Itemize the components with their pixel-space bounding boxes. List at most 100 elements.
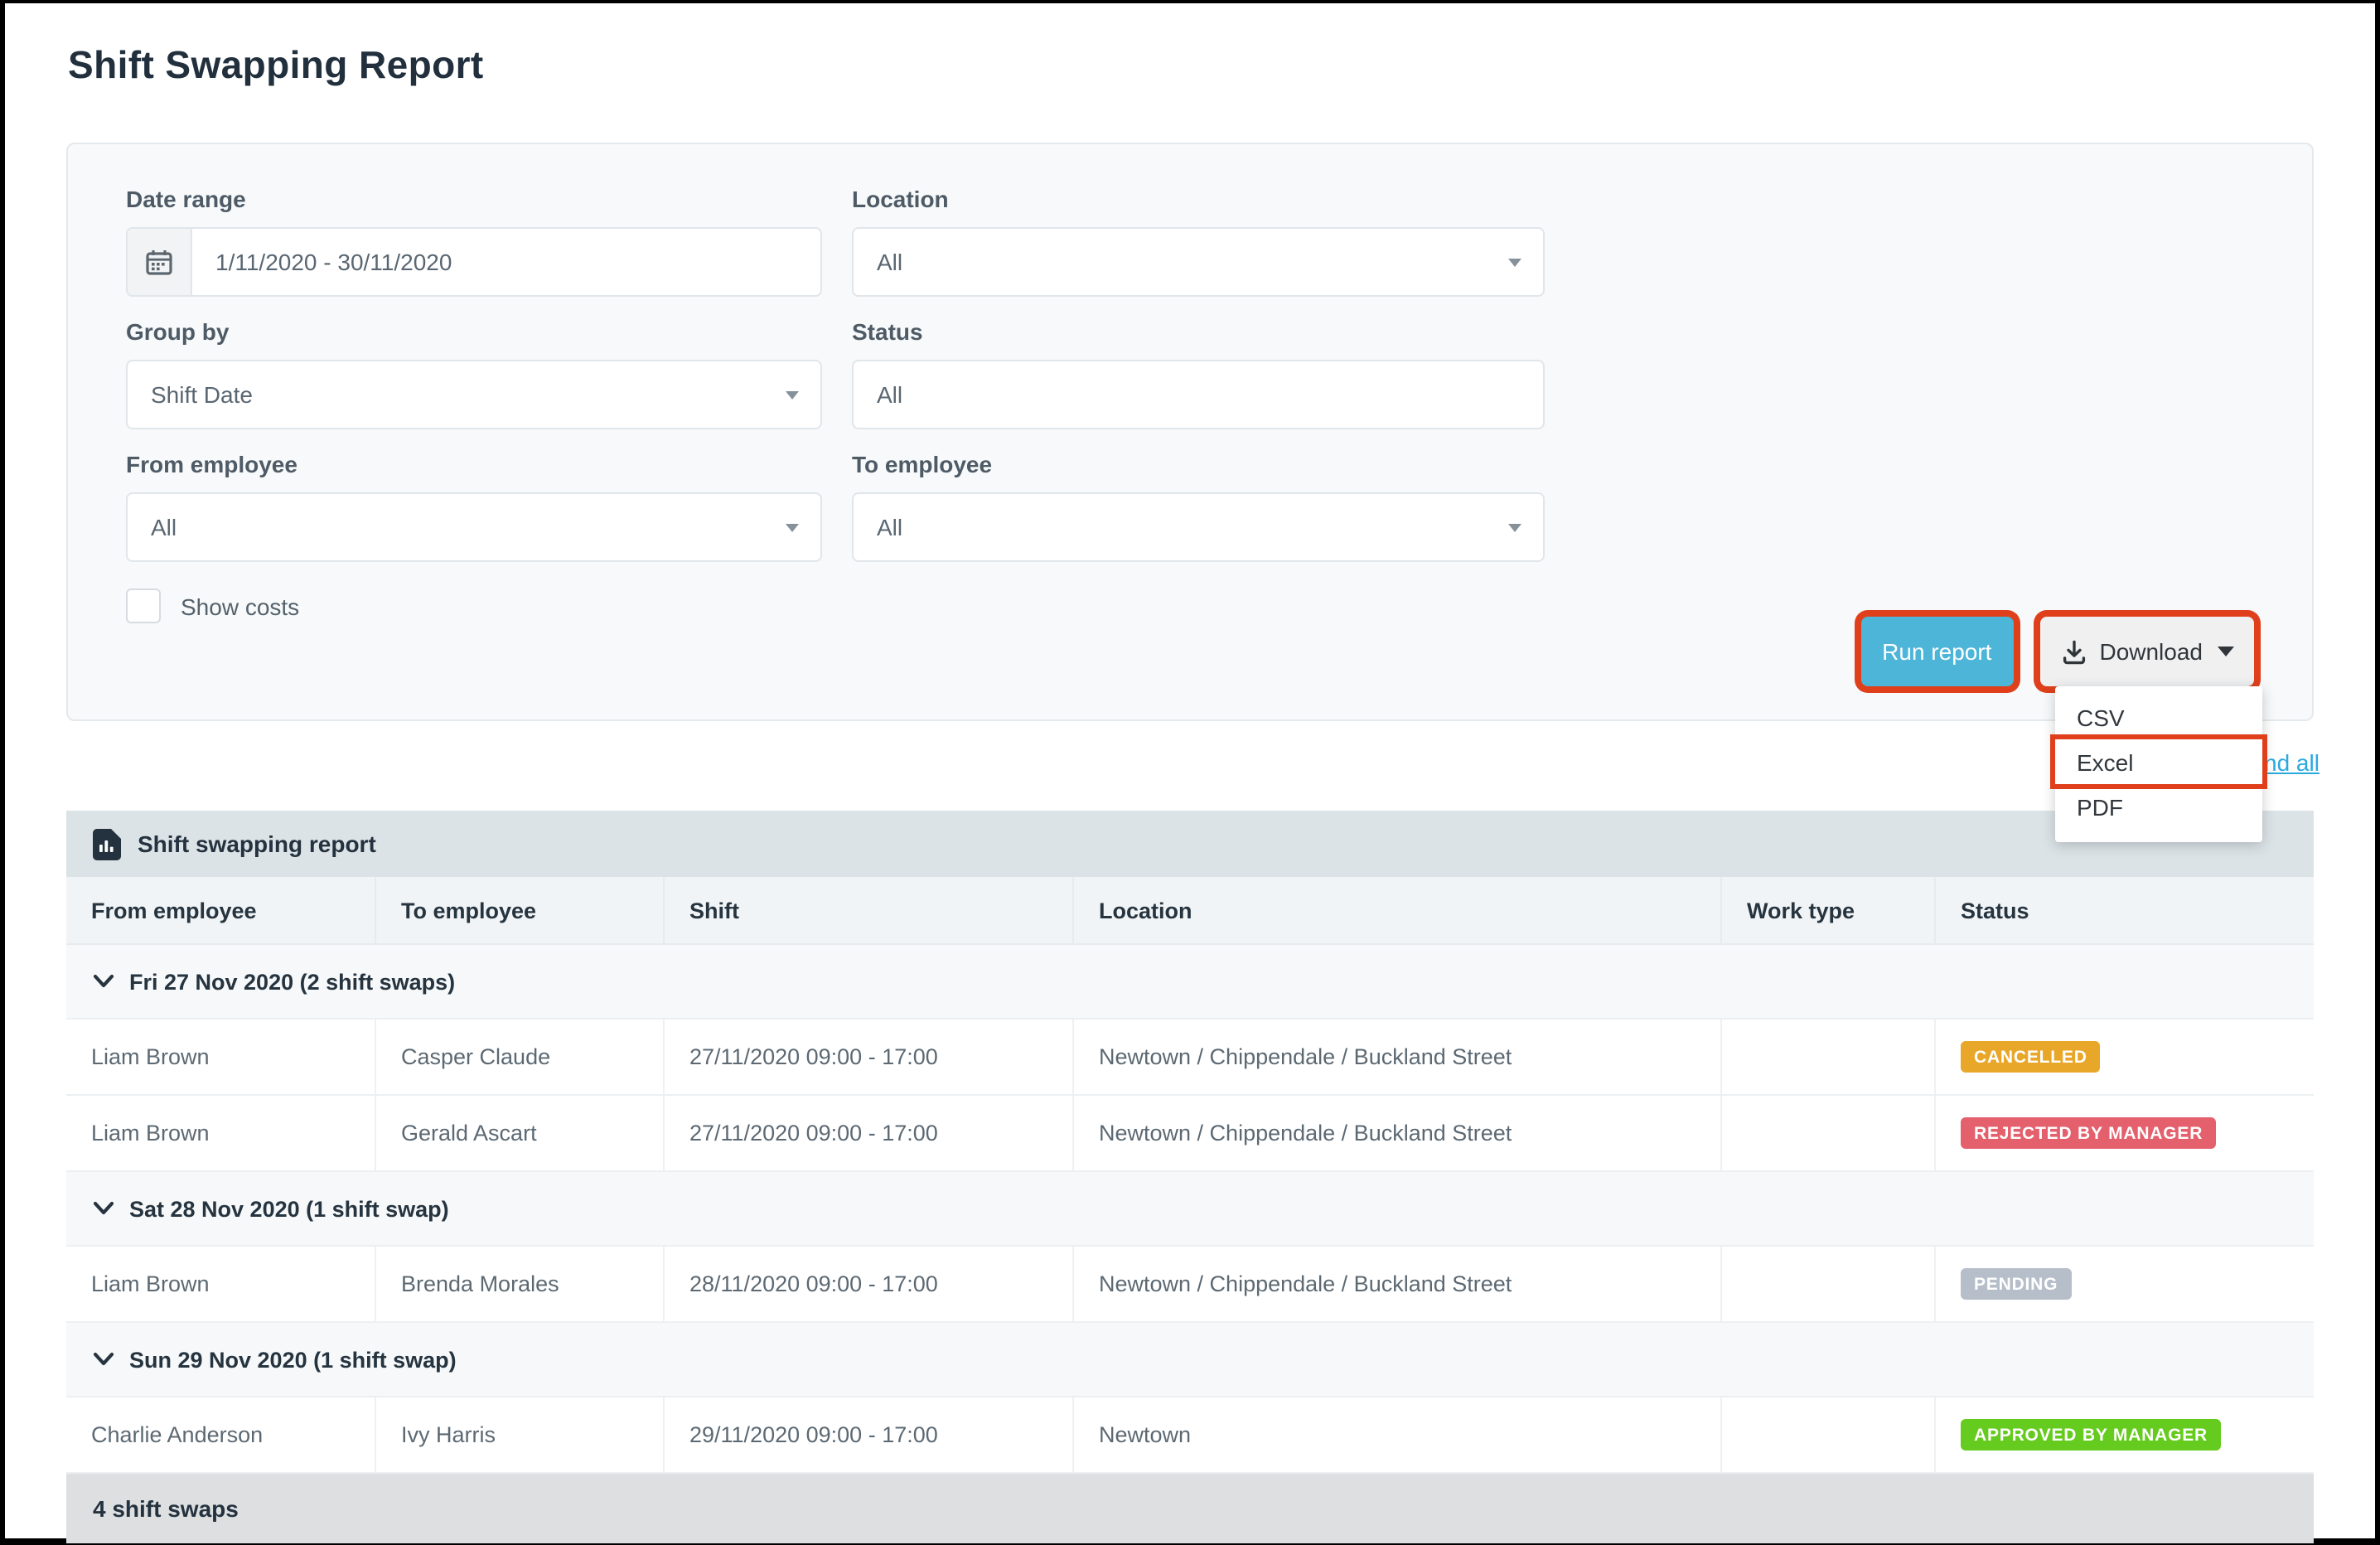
status-badge: APPROVED BY MANAGER [1961,1418,2222,1451]
show-costs-row: Show costs [126,588,2254,623]
group-label: Fri 27 Nov 2020 (2 shift swaps) [129,969,456,994]
chevron-down-icon [786,391,799,400]
status-label: Status [852,318,923,345]
chevron-down-icon [93,973,114,990]
cell-shift: 27/11/2020 09:00 - 17:00 [665,1020,1074,1094]
to-employee-label: To employee [852,451,993,477]
table-row: Liam Brown Gerald Ascart 27/11/2020 09:00 … [66,1096,2314,1172]
show-costs-checkbox[interactable] [126,588,161,623]
cell-location: Newtown / Chippendale / Buckland Street [1074,1020,1722,1094]
date-range-field: Date range [126,186,822,297]
show-costs-label: Show costs [181,593,300,619]
filter-panel: Date range [66,143,2314,721]
from-employee-value: All [151,514,177,540]
location-select[interactable]: All [852,227,1545,297]
group-row[interactable]: Fri 27 Nov 2020 (2 shift swaps) [66,945,2314,1020]
menu-item-pdf[interactable]: PDF [2077,793,2123,820]
to-employee-value: All [877,514,903,540]
cell-shift: 29/11/2020 09:00 - 17:00 [665,1397,1074,1472]
chevron-down-icon [786,524,799,532]
caret-down-icon [2218,647,2234,656]
location-field: Location All [852,186,1545,297]
chevron-down-icon [93,1200,114,1217]
date-range-value: 1/11/2020 - 30/11/2020 [215,249,452,275]
report-icon [93,828,121,860]
column-header: Location [1074,877,1722,943]
run-report-button[interactable]: Run report [1860,617,2014,686]
column-header: Work type [1722,877,1936,943]
cell-location: Newtown [1074,1397,1722,1472]
cell-status: CANCELLED [1936,1020,2314,1094]
report-title: Shift swapping report [138,831,376,857]
table-row: Charlie Anderson Ivy Harris 29/11/2020 09:… [66,1397,2314,1474]
chevron-down-icon [93,1351,114,1368]
group-by-select[interactable]: Shift Date [126,360,822,429]
status-input[interactable]: All [852,360,1545,429]
from-employee-field: From employee All [126,451,822,562]
menu-item-csv[interactable]: CSV [2077,704,2125,730]
status-value: All [877,381,903,408]
group-label: Sun 29 Nov 2020 (1 shift swap) [129,1347,457,1372]
cell-from-employee: Liam Brown [66,1096,376,1170]
location-value: All [877,249,903,275]
download-menu: CSV Excel PDF [2055,686,2262,842]
cell-work-type [1722,1397,1936,1472]
report-body: Fri 27 Nov 2020 (2 shift swaps) Liam Brow… [66,945,2314,1474]
group-by-label: Group by [126,318,230,345]
from-employee-select[interactable]: All [126,492,822,562]
group-row[interactable]: Sun 29 Nov 2020 (1 shift swap) [66,1323,2314,1397]
report-column-headers: From employee To employee Shift Location Wor… [66,877,2314,945]
table-row: Liam Brown Brenda Morales 28/11/2020 09:00… [66,1247,2314,1323]
download-icon [2059,637,2087,666]
status-badge: CANCELLED [1961,1040,2101,1073]
table-row: Liam Brown Casper Claude 27/11/2020 09:00 … [66,1020,2314,1096]
cell-to-employee: Brenda Morales [376,1247,665,1321]
group-row[interactable]: Sat 28 Nov 2020 (1 shift swap) [66,1172,2314,1247]
report-footer: 4 shift swaps [66,1474,2314,1543]
column-header: Shift [665,877,1074,943]
group-label: Sat 28 Nov 2020 (1 shift swap) [129,1196,449,1221]
cell-status: REJECTED BY MANAGER [1936,1096,2314,1170]
cell-location: Newtown / Chippendale / Buckland Street [1074,1096,1722,1170]
from-employee-label: From employee [126,451,298,477]
status-badge: PENDING [1961,1267,2072,1300]
page-title: Shift Swapping Report [68,43,484,86]
chevron-down-icon [1508,259,1521,267]
cell-from-employee: Liam Brown [66,1020,376,1094]
menu-item-excel[interactable]: Excel [2055,739,2262,784]
date-range-label: Date range [126,186,246,212]
to-employee-select[interactable]: All [852,492,1545,562]
cell-from-employee: Charlie Anderson [66,1397,376,1472]
column-header: From employee [66,877,376,943]
expand-all-link[interactable]: nd all [2264,749,2320,776]
chevron-down-icon [1508,524,1521,532]
group-by-value: Shift Date [151,381,253,408]
download-button-label: Download [2099,638,2203,665]
column-header: Status [1961,898,2029,923]
report-table: Shift swapping report From employee To em… [66,811,2314,1543]
cell-work-type [1722,1096,1936,1170]
cell-status: PENDING [1936,1247,2314,1321]
status-badge: REJECTED BY MANAGER [1961,1116,2217,1150]
cell-from-employee: Liam Brown [66,1247,376,1321]
calendar-icon [128,229,192,295]
download-button[interactable]: Download [2039,617,2254,686]
page: Shift Swapping Report Date range [5,3,2375,1543]
cell-status: APPROVED BY MANAGER [1936,1397,2314,1472]
cell-shift: 27/11/2020 09:00 - 17:00 [665,1096,1074,1170]
cell-location: Newtown / Chippendale / Buckland Street [1074,1247,1722,1321]
panel-actions: Run report Download [1860,617,2254,686]
cell-work-type [1722,1020,1936,1094]
cell-work-type [1722,1247,1936,1321]
report-titlebar: Shift swapping report [66,811,2314,877]
to-employee-field: To employee All [852,451,1545,562]
status-field: Status All [852,318,1545,429]
group-by-field: Group by Shift Date [126,318,822,429]
date-range-input[interactable]: 1/11/2020 - 30/11/2020 [126,227,822,297]
cell-to-employee: Gerald Ascart [376,1096,665,1170]
location-label: Location [852,186,949,212]
column-header: To employee [376,877,665,943]
cell-to-employee: Casper Claude [376,1020,665,1094]
cell-to-employee: Ivy Harris [376,1397,665,1472]
